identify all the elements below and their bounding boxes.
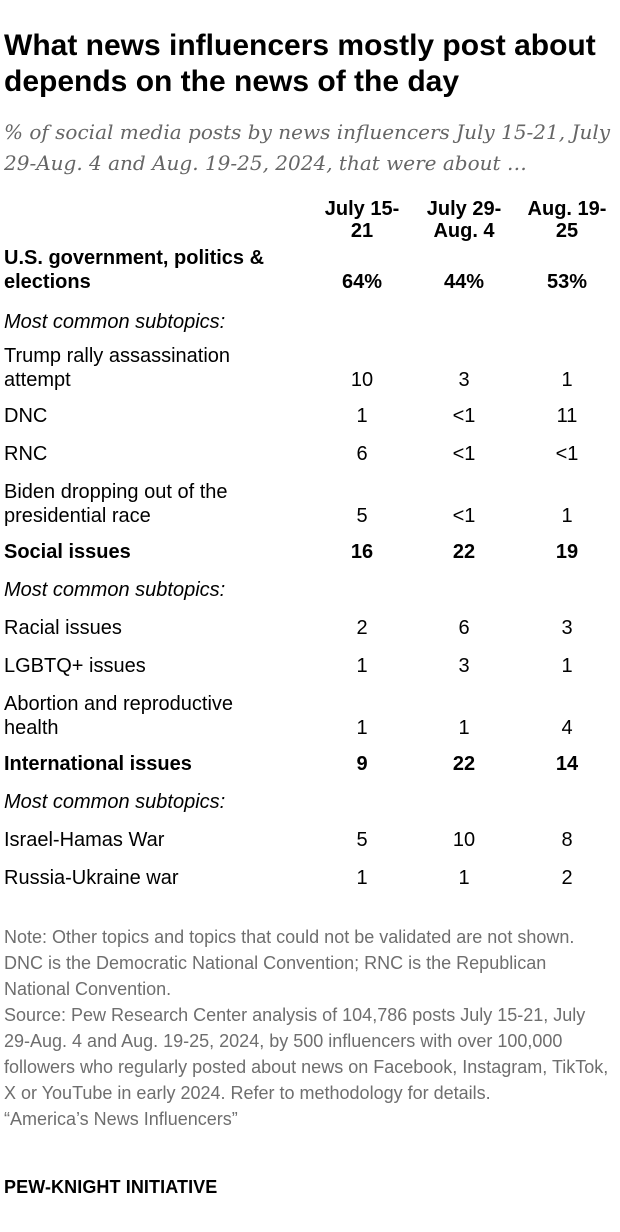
table-cell-value: 5 <box>356 505 368 527</box>
row-label-line: Russia-Ukraine war <box>4 867 179 889</box>
table-cell-value: 3 <box>458 369 470 391</box>
row-label-line: DNC <box>4 405 48 427</box>
table-cell-value: 16 <box>350 541 374 563</box>
table-cell-value: 1 <box>356 405 368 427</box>
row-label-line: Racial issues <box>4 617 122 639</box>
row-label-line: International issues <box>4 753 192 775</box>
row-label: Israel-Hamas War <box>4 828 304 852</box>
column-header-1: July 15- 21 <box>324 198 400 242</box>
row-label: Abortion and reproductive health <box>4 692 304 740</box>
row-label-line: RNC <box>4 443 48 465</box>
row-label: Russia-Ukraine war <box>4 866 304 890</box>
table-cell-value: 3 <box>561 617 573 639</box>
table-cell-value: 9 <box>356 753 368 775</box>
table-cell-value: <1 <box>555 443 579 465</box>
row-label-line: Israel-Hamas War <box>4 829 165 851</box>
row-label-line: Abortion and reproductive <box>4 693 234 715</box>
row-label-line: Social issues <box>4 541 131 563</box>
table-cell-value: 1 <box>561 369 573 391</box>
table-cell-value: 4 <box>561 717 573 739</box>
column-header-3: Aug. 19- 25 <box>527 198 607 242</box>
row-label-line: attempt <box>4 369 71 391</box>
row-label: Trump rally assassination attempt <box>4 344 304 392</box>
table-cell-value: 5 <box>356 829 368 851</box>
table-cell-value: 1 <box>561 505 573 527</box>
table-cell-value: 10 <box>452 829 476 851</box>
row-label: International issues <box>4 752 304 776</box>
table-cell-value: 1 <box>458 867 470 889</box>
column-header-2: July 29- Aug. 4 <box>426 198 502 242</box>
row-label: Social issues <box>4 540 304 564</box>
table-cell-value: 64% <box>341 271 383 293</box>
table-cell-value: 8 <box>561 829 573 851</box>
row-label-line: Trump rally assassination <box>4 345 231 367</box>
table-cell-value: 1 <box>356 867 368 889</box>
report-title: “America’s News Influencers” <box>4 1109 238 1129</box>
table-cell-value: 1 <box>356 655 368 677</box>
table-cell-value: 53% <box>546 271 588 293</box>
row-label-line: presidential race <box>4 505 151 527</box>
chart-subtitle: % of social media posts by news influenc… <box>4 120 611 175</box>
row-label: Racial issues <box>4 616 304 640</box>
source-text: Source: Pew Research Center analysis of … <box>4 1005 609 1103</box>
brand-logo-text: PEW-KNIGHT INITIATIVE <box>4 1177 218 1197</box>
row-label: RNC <box>4 442 304 466</box>
row-label: LGBTQ+ issues <box>4 654 304 678</box>
note-text: Note: Other topics and topics that could… <box>4 927 575 999</box>
table-cell-value: 2 <box>561 867 573 889</box>
table-cell-value: <1 <box>452 443 476 465</box>
table-cell-value: 1 <box>561 655 573 677</box>
row-label-line: elections <box>4 271 91 293</box>
row-label: Most common subtopics: <box>4 790 304 814</box>
table-cell-value: 11 <box>556 405 578 427</box>
row-label-line: Most common subtopics: <box>4 791 226 813</box>
table-cell-value: 22 <box>452 541 476 563</box>
row-label-line: Most common subtopics: <box>4 311 226 333</box>
table-cell-value: <1 <box>452 405 476 427</box>
row-label: Most common subtopics: <box>4 310 304 334</box>
row-label-line: health <box>4 717 59 739</box>
row-label-line: Biden dropping out of the <box>4 481 228 503</box>
table-cell-value: 14 <box>555 753 579 775</box>
table-cell-value: 2 <box>356 617 368 639</box>
table-cell-value: 44% <box>443 271 485 293</box>
table-cell-value: 6 <box>356 443 368 465</box>
footnote: Note: Other topics and topics that could… <box>4 924 616 1132</box>
table-cell-value: <1 <box>452 505 476 527</box>
row-label-line: U.S. government, politics & <box>4 247 265 269</box>
row-label: Most common subtopics: <box>4 578 304 602</box>
table-cell-value: 1 <box>356 717 368 739</box>
row-label: Biden dropping out of the presidential ra… <box>4 480 304 528</box>
row-label-line: LGBTQ+ issues <box>4 655 146 677</box>
table-cell-value: 6 <box>458 617 470 639</box>
row-label: U.S. government, politics & elections <box>4 246 304 294</box>
table-cell-value: 10 <box>350 369 374 391</box>
chart-title: What news influencers mostly post about … <box>4 29 596 98</box>
row-label-line: Most common subtopics: <box>4 579 226 601</box>
table-cell-value: 1 <box>458 717 470 739</box>
table-cell-value: 3 <box>458 655 470 677</box>
row-label: DNC <box>4 404 304 428</box>
table-cell-value: 22 <box>452 753 476 775</box>
table-cell-value: 19 <box>555 541 579 563</box>
